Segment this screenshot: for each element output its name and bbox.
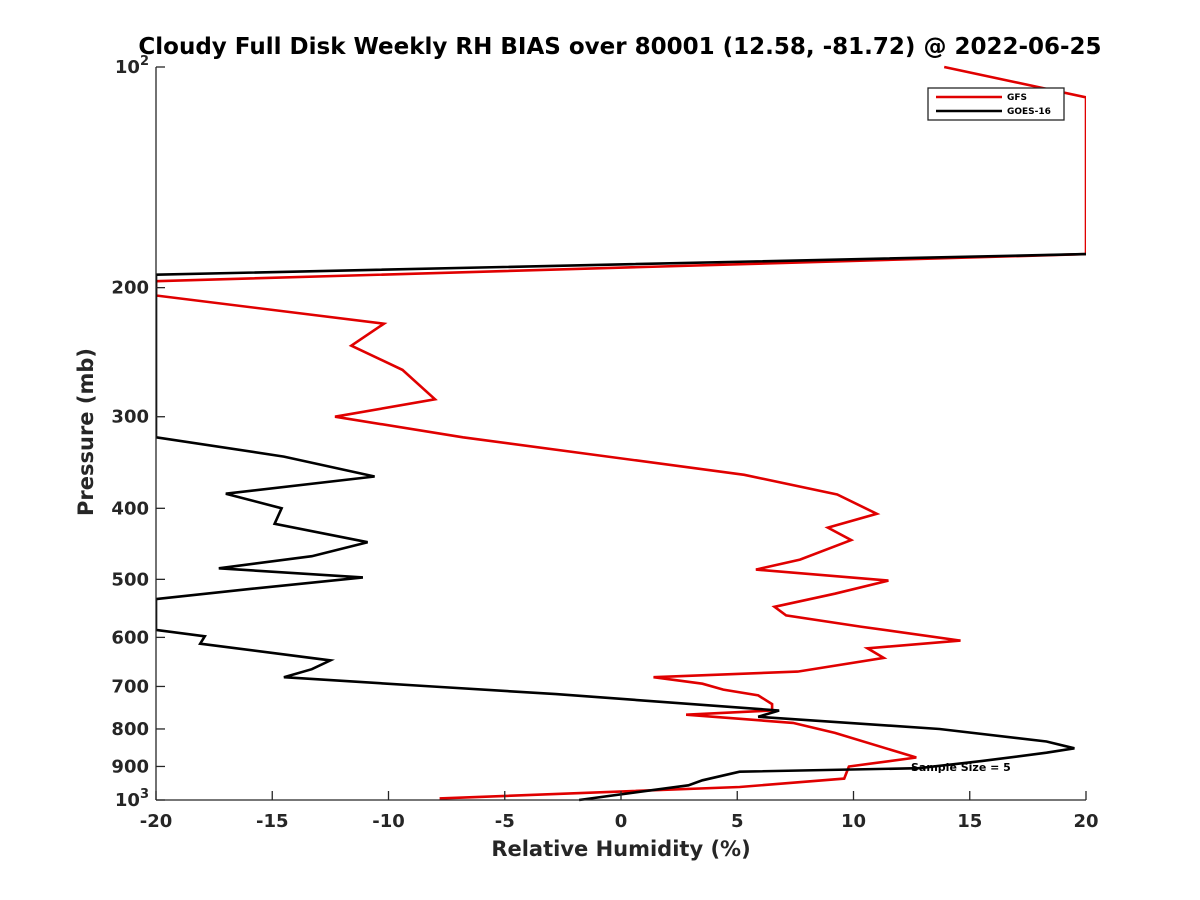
y-tick-label: 102 <box>115 54 149 78</box>
sample-size-annotation: Sample Size = 5 <box>911 761 1011 774</box>
y-tick-label: 600 <box>111 627 149 648</box>
axes: -20 -15 -10 -5 0 5 10 15 20 102 200 300 400 500 600 700… <box>111 54 1098 832</box>
y-tick-label: 800 <box>111 719 149 740</box>
x-tick-label: 15 <box>957 811 982 832</box>
legend-box <box>927 87 1065 121</box>
legend-label-gfs: GFS <box>1007 93 1027 103</box>
x-tick-label: -20 <box>140 811 173 832</box>
y-axis-label: Pressure (mb) <box>74 348 98 516</box>
y-tick-label: 300 <box>111 407 149 428</box>
x-tick-label: 0 <box>615 811 628 832</box>
y-tick-label: 900 <box>111 756 149 777</box>
x-tick-label: -5 <box>495 811 515 832</box>
y-tick-label: 700 <box>111 676 149 697</box>
x-axis-label: Relative Humidity (%) <box>491 837 750 861</box>
series-line-goes-16 <box>156 252 1086 802</box>
chart-title: Cloudy Full Disk Weekly RH BIAS over 800… <box>138 34 1101 60</box>
x-tick-label: -15 <box>256 811 289 832</box>
plot-lines <box>156 65 1086 802</box>
y-tick-label: 500 <box>111 569 149 590</box>
x-tick-label: 20 <box>1073 811 1098 832</box>
series-line-gfs <box>156 65 1086 800</box>
y-tick-label: 200 <box>111 278 149 299</box>
legend: GFS GOES-16 <box>927 87 1065 121</box>
legend-label-goes-16: GOES-16 <box>1007 107 1051 117</box>
x-tick-label: -10 <box>372 811 405 832</box>
y-tick-label: 103 <box>115 787 149 811</box>
y-tick-label: 400 <box>111 498 149 519</box>
x-tick-label: 10 <box>841 811 866 832</box>
x-tick-label: 5 <box>731 811 744 832</box>
